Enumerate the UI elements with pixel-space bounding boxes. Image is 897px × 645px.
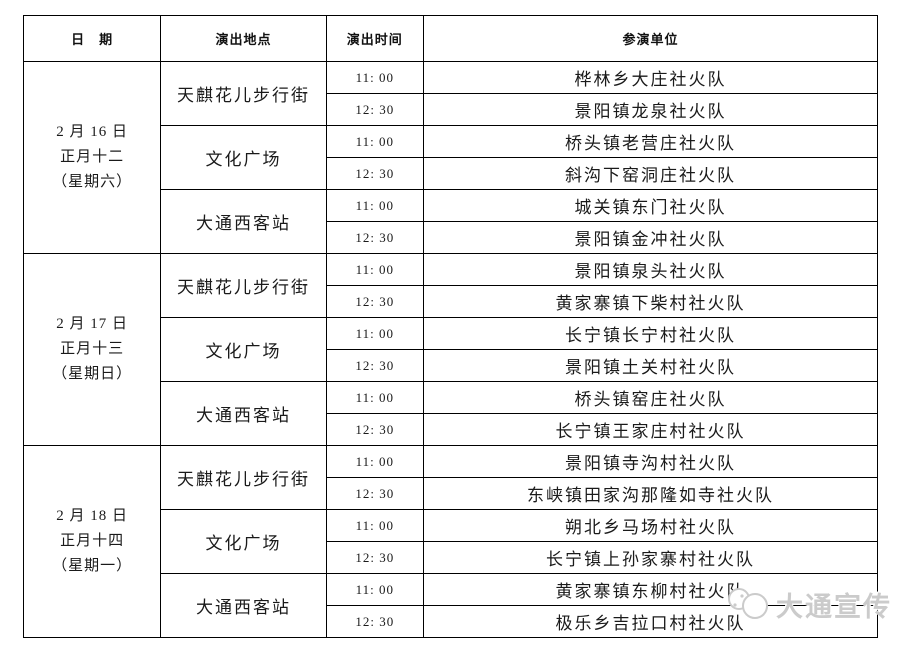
unit-cell: 斜沟下窑洞庄社火队 (422, 157, 879, 190)
header-location: 演出地点 (160, 15, 327, 62)
table-row: 文化广场 11: 00 长宁镇长宁村社火队 (24, 317, 879, 382)
unit-cell: 黄家寨镇东柳村社火队 (422, 573, 879, 606)
time-cell: 12: 30 (325, 285, 424, 318)
location-cell: 文化广场 (160, 317, 327, 382)
time-cell: 11: 00 (325, 61, 424, 94)
time-cell: 12: 30 (325, 221, 424, 254)
table-row: 2 月 17 日正月十三 （星期日） 天麒花儿步行街 11: 00 景阳镇泉头社火队 (22, 253, 879, 446)
location-cell: 大通西客站 (160, 573, 327, 638)
date-line: 正月十四 (60, 533, 125, 550)
table-row: 12: 30 斜沟下窑洞庄社火队 (24, 157, 879, 190)
location-cell: 大通西客站 (160, 189, 327, 254)
unit-cell: 桦林乡大庄社火队 (422, 61, 879, 94)
time-cell: 11: 00 (325, 445, 424, 478)
time-cell: 12: 30 (325, 541, 424, 574)
time-cell: 11: 00 (325, 381, 424, 414)
unit-cell: 景阳镇泉头社火队 (422, 253, 879, 286)
schedule-table: 日 期 演出地点 演出时间 参演单位 2 月 16 日正月十二 （星期六） 天麒花儿… (22, 15, 879, 638)
location-cell: 天麒花儿步行街 (160, 253, 327, 318)
time-cell: 12: 30 (325, 413, 424, 446)
table-row: 12: 30 长宁镇王家庄村社火队 (24, 413, 879, 446)
table-row: 文化广场 11: 00 朔北乡马场村社火队 (24, 509, 879, 574)
unit-cell: 景阳镇土关村社火队 (422, 349, 879, 382)
date-line: （星期日） (52, 365, 133, 382)
time-cell: 11: 00 (325, 189, 424, 222)
header-date: 日 期 (22, 15, 162, 62)
unit-cell: 桥头镇老营庄社火队 (422, 125, 879, 158)
unit-cell: 景阳镇金冲社火队 (422, 221, 879, 254)
date-cell: 2 月 17 日正月十三 （星期日） (22, 253, 162, 446)
time-cell: 12: 30 (325, 157, 424, 190)
location-cell: 天麒花儿步行街 (160, 445, 327, 510)
location-cell: 文化广场 (160, 509, 327, 574)
date-line: 2 月 16 日 (56, 124, 129, 141)
time-cell: 11: 00 (325, 317, 424, 350)
table-row: 12: 30 景阳镇龙泉社火队 (24, 93, 879, 126)
table-row: 大通西客站 11: 00 桥头镇窑庄社火队 (24, 381, 879, 446)
unit-cell: 东峡镇田家沟那隆如寺社火队 (422, 477, 879, 510)
unit-cell: 景阳镇寺沟村社火队 (422, 445, 879, 478)
location-cell: 天麒花儿步行街 (160, 61, 327, 126)
table-row: 12: 30 景阳镇金冲社火队 (24, 221, 879, 254)
time-cell: 11: 00 (325, 509, 424, 542)
date-line: 正月十三 (60, 341, 125, 358)
unit-cell: 城关镇东门社火队 (422, 189, 879, 222)
unit-cell: 桥头镇窑庄社火队 (422, 381, 879, 414)
header-time: 演出时间 (325, 15, 424, 62)
table-row: 文化广场 11: 00 桥头镇老营庄社火队 (24, 125, 879, 190)
date-line: 正月十二 (60, 149, 125, 166)
table-row: 2 月 16 日正月十二 （星期六） 天麒花儿步行街 11: 00 桦林乡大庄社火队 (22, 61, 879, 254)
schedule-table-body: 2 月 16 日正月十二 （星期六） 天麒花儿步行街 11: 00 桦林乡大庄社火队 12… (22, 61, 879, 638)
table-row: 12: 30 极乐乡吉拉口村社火队 (24, 605, 879, 638)
table-row: 12: 30 东峡镇田家沟那隆如寺社火队 (24, 477, 879, 510)
date-cell: 2 月 16 日正月十二 （星期六） (22, 61, 162, 254)
time-cell: 11: 00 (325, 573, 424, 606)
table-row: 大通西客站 11: 00 城关镇东门社火队 (24, 189, 879, 254)
unit-cell: 极乐乡吉拉口村社火队 (422, 605, 879, 638)
time-cell: 11: 00 (325, 253, 424, 286)
unit-cell: 朔北乡马场村社火队 (422, 509, 879, 542)
table-row: 12: 30 黄家寨镇下柴村社火队 (24, 285, 879, 318)
time-cell: 12: 30 (325, 605, 424, 638)
unit-cell: 黄家寨镇下柴村社火队 (422, 285, 879, 318)
date-cell: 2 月 18 日正月十四 （星期一） (22, 445, 162, 638)
location-cell: 大通西客站 (160, 381, 327, 446)
unit-cell: 长宁镇王家庄村社火队 (422, 413, 879, 446)
date-line: （星期一） (52, 557, 133, 574)
date-line: （星期六） (52, 173, 133, 190)
table-row: 12: 30 长宁镇上孙家寨村社火队 (24, 541, 879, 574)
unit-cell: 长宁镇上孙家寨村社火队 (422, 541, 879, 574)
unit-cell: 景阳镇龙泉社火队 (422, 93, 879, 126)
table-row: 大通西客站 11: 00 黄家寨镇东柳村社火队 (24, 573, 879, 638)
table-header-row: 日 期 演出地点 演出时间 参演单位 (22, 15, 879, 62)
time-cell: 12: 30 (325, 93, 424, 126)
table-row: 2 月 18 日正月十四 （星期一） 天麒花儿步行街 11: 00 景阳镇寺沟村社火队 (22, 445, 879, 638)
date-line: 2 月 17 日 (56, 316, 129, 333)
time-cell: 12: 30 (325, 477, 424, 510)
date-line: 2 月 18 日 (56, 508, 129, 525)
location-cell: 文化广场 (160, 125, 327, 190)
time-cell: 11: 00 (325, 125, 424, 158)
unit-cell: 长宁镇长宁村社火队 (422, 317, 879, 350)
header-unit: 参演单位 (422, 15, 879, 62)
time-cell: 12: 30 (325, 349, 424, 382)
